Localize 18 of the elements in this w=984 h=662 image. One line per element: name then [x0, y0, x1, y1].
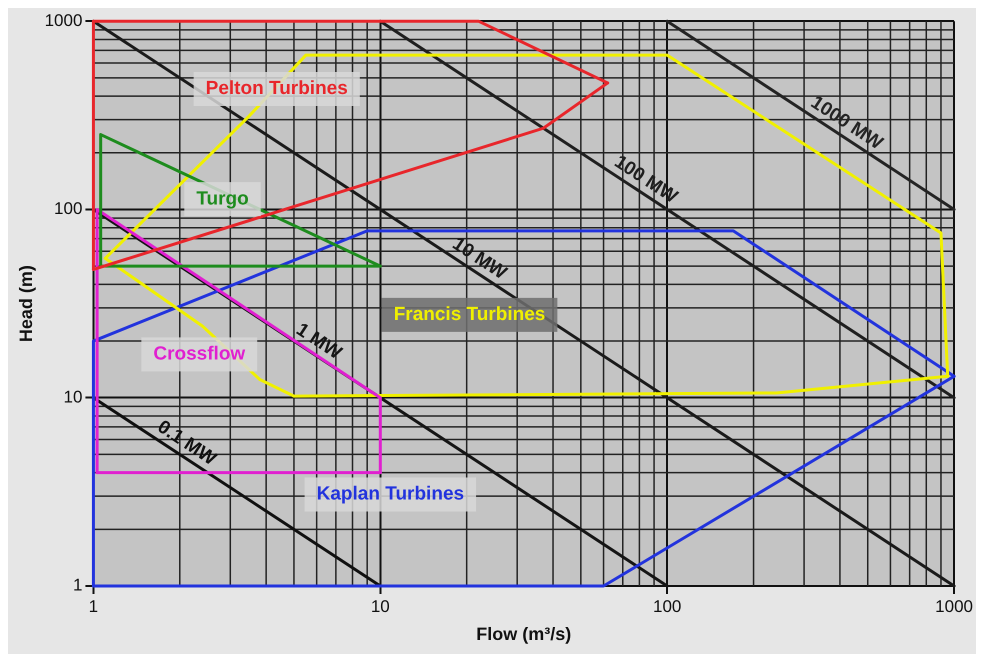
y-tick-label: 1: [72, 576, 82, 595]
y-tick-label: 100: [54, 199, 82, 218]
text: Francis Turbines: [394, 304, 546, 326]
text: 10 MW: [448, 233, 510, 284]
series-label: Turgo: [196, 188, 249, 210]
series-label: Crossflow: [153, 344, 246, 365]
y-tick-label: 10: [63, 387, 82, 406]
text: 0.1 MW: [154, 416, 220, 470]
text: 1 MW: [292, 319, 346, 364]
y-tick-label: 1000: [44, 10, 82, 30]
x-tick-label: 100: [653, 596, 682, 616]
x-tick-label: 1: [88, 596, 98, 616]
y-axis-title: Head (m): [16, 265, 36, 342]
x-tick-label: 1000: [935, 596, 974, 616]
text: Pelton Turbines: [206, 78, 348, 100]
x-axis-title: Flow (m³/s): [476, 624, 572, 644]
x-tick-label: 10: [370, 596, 390, 616]
text: Kaplan Turbines: [316, 484, 464, 505]
